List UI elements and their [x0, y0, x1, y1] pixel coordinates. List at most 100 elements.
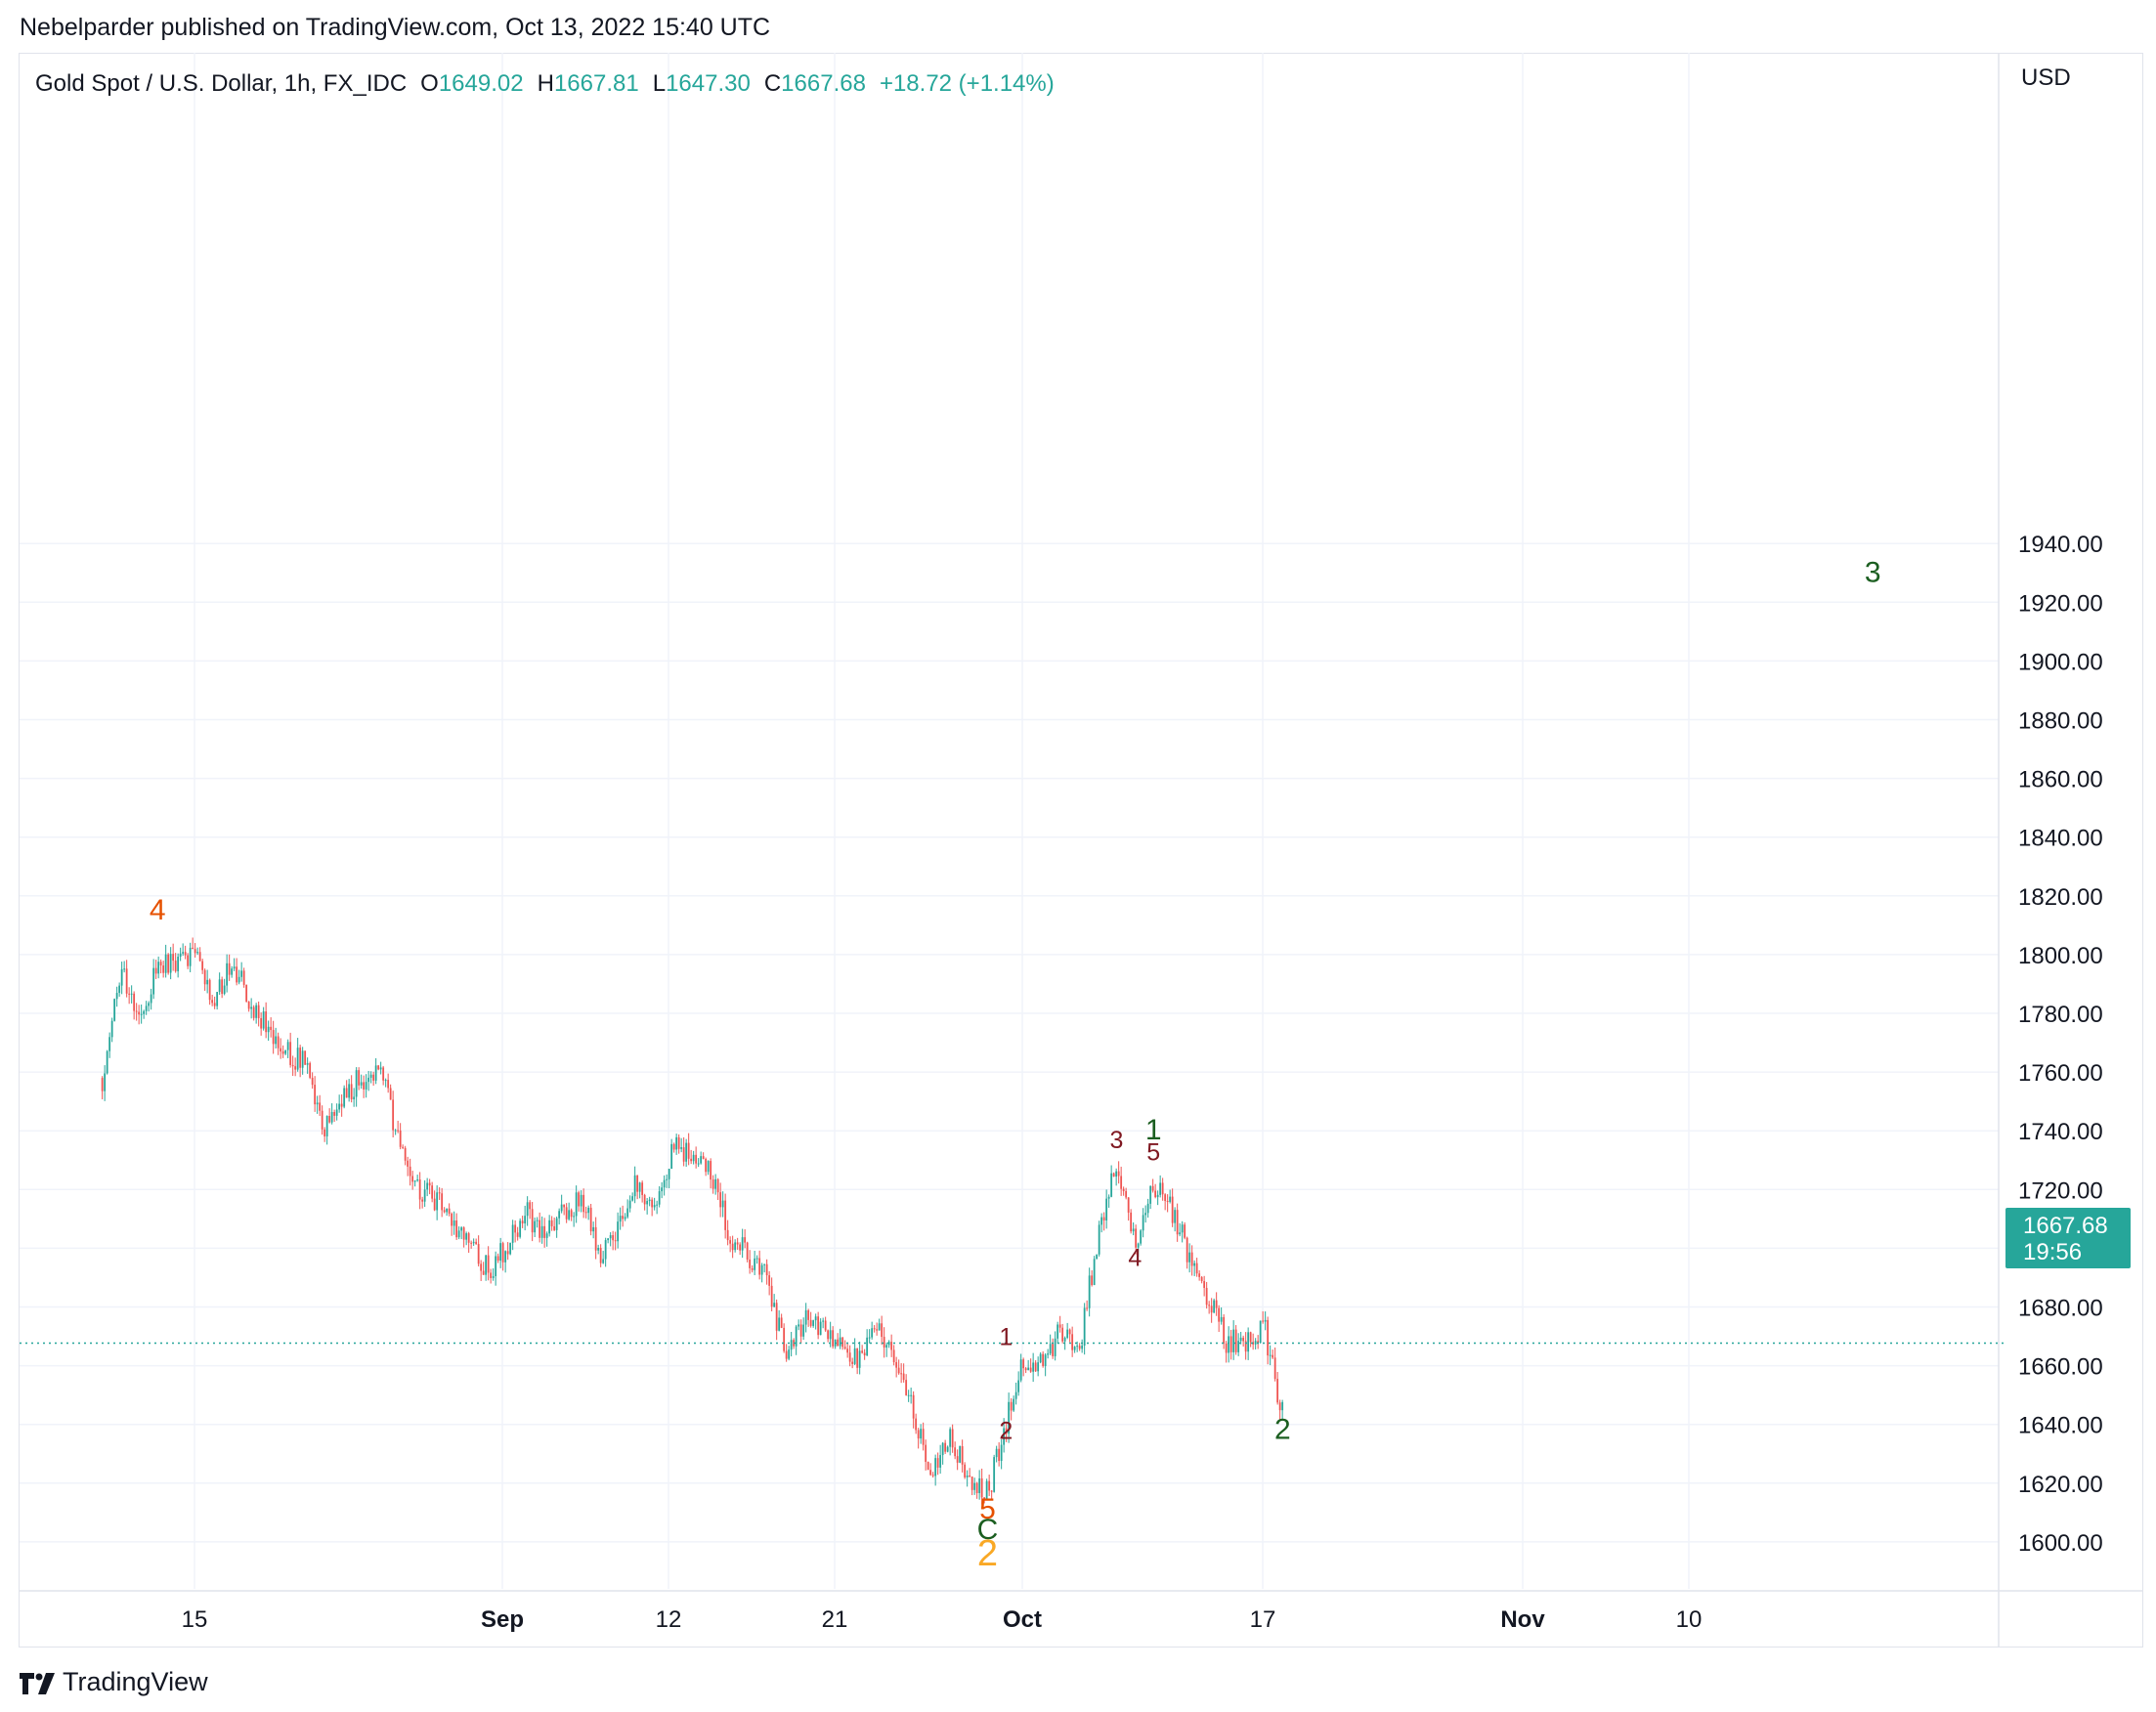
candle-body — [1100, 1217, 1103, 1225]
candle-body — [1174, 1210, 1177, 1223]
candle-body — [951, 1429, 954, 1448]
candle-body — [172, 954, 175, 962]
candle-body — [237, 976, 240, 983]
candle-body — [1029, 1367, 1032, 1372]
candle-body — [841, 1337, 844, 1348]
candle-body — [1151, 1185, 1154, 1191]
candle-body — [907, 1394, 910, 1396]
close-label: C — [763, 70, 782, 97]
candle-body — [1083, 1307, 1086, 1346]
candle-body — [335, 1109, 338, 1116]
candle-body — [602, 1259, 605, 1263]
x-tick-label: Nov — [1500, 1606, 1545, 1633]
candle-body — [260, 1017, 263, 1029]
candle-body — [245, 984, 248, 1002]
candle-body — [228, 963, 231, 975]
y-tick-label: 1600.00 — [2018, 1530, 2103, 1557]
candle-body — [519, 1220, 522, 1237]
candle-body — [108, 1037, 111, 1051]
candle-body — [1017, 1380, 1020, 1392]
candle-body — [594, 1226, 597, 1251]
candle-body — [416, 1178, 419, 1181]
candle-body — [1049, 1344, 1052, 1354]
candle-body — [247, 1001, 250, 1009]
candle-body — [262, 1011, 265, 1029]
candle-body — [104, 1073, 107, 1091]
candle-body — [448, 1208, 451, 1214]
candle-body — [367, 1077, 370, 1083]
candle-body — [1215, 1300, 1218, 1308]
tradingview-brand[interactable]: TradingView — [20, 1667, 208, 1697]
candle-body — [358, 1070, 361, 1086]
candle-body — [1130, 1212, 1133, 1232]
candle-body — [1132, 1228, 1135, 1232]
candle-body — [143, 1010, 146, 1014]
candle-body — [824, 1320, 827, 1331]
candle-body — [296, 1048, 299, 1070]
candle-body — [1034, 1362, 1037, 1372]
candle-body — [407, 1160, 410, 1167]
candle-body — [281, 1051, 284, 1054]
candle-body — [413, 1180, 416, 1182]
candle-body — [492, 1275, 495, 1278]
candle-body — [1273, 1357, 1276, 1380]
tradingview-logo-icon — [20, 1673, 55, 1694]
candle-body — [399, 1130, 402, 1147]
candle-body — [1107, 1196, 1110, 1199]
candle-body — [1019, 1359, 1022, 1381]
candle-body — [710, 1161, 712, 1180]
candle-body — [1144, 1213, 1147, 1216]
candle-body — [648, 1199, 651, 1202]
candle-body — [1117, 1171, 1120, 1177]
candle-body — [1078, 1346, 1081, 1349]
y-tick-label: 1880.00 — [2018, 708, 2103, 735]
candle-body — [145, 1006, 148, 1011]
candle-body — [675, 1136, 678, 1150]
candle-body — [1267, 1319, 1270, 1356]
candle-body — [272, 1030, 275, 1045]
candle-body — [931, 1475, 934, 1477]
candle-body — [848, 1352, 851, 1362]
candle-body — [201, 961, 204, 970]
y-tick-label: 1680.00 — [2018, 1296, 2103, 1322]
candle-body — [631, 1196, 634, 1201]
candle-body — [582, 1194, 585, 1213]
candle-body — [946, 1446, 949, 1452]
symbol-legend: Gold Spot / U.S. Dollar, 1h, FX_IDC O1649… — [35, 70, 1055, 98]
candle-body — [666, 1178, 668, 1180]
candle-body — [113, 999, 116, 1021]
candle-body — [754, 1258, 756, 1270]
candle-body — [1159, 1182, 1162, 1195]
candle-body — [773, 1303, 776, 1307]
candle-body — [949, 1429, 952, 1447]
candle-body — [555, 1218, 558, 1230]
wave-label: 1 — [1145, 1114, 1162, 1146]
candle-body — [1076, 1346, 1079, 1348]
currency-label[interactable]: USD — [2021, 64, 2071, 91]
candle-body — [1218, 1307, 1221, 1322]
candle-body — [1184, 1224, 1186, 1238]
candle-body — [545, 1233, 548, 1238]
candle-body — [819, 1321, 822, 1336]
candle-body — [565, 1207, 568, 1220]
candle-body — [120, 968, 123, 986]
candle-body — [592, 1226, 595, 1232]
candle-body — [1056, 1324, 1059, 1339]
candle-body — [1203, 1281, 1206, 1288]
candle-body — [746, 1242, 749, 1260]
candle-body — [1269, 1354, 1272, 1356]
candle-body — [550, 1220, 553, 1226]
candle-body — [182, 952, 185, 954]
candle-body — [226, 963, 229, 986]
candle-body — [1010, 1401, 1013, 1411]
candle-body — [280, 1048, 282, 1052]
candle-body — [799, 1324, 802, 1337]
candle-body — [123, 968, 126, 970]
candle-body — [900, 1373, 903, 1375]
candle-body — [189, 947, 192, 966]
wave-label: C — [977, 1514, 999, 1546]
candle-body — [382, 1067, 385, 1081]
candle-body — [788, 1349, 791, 1359]
candle-body — [162, 965, 165, 973]
